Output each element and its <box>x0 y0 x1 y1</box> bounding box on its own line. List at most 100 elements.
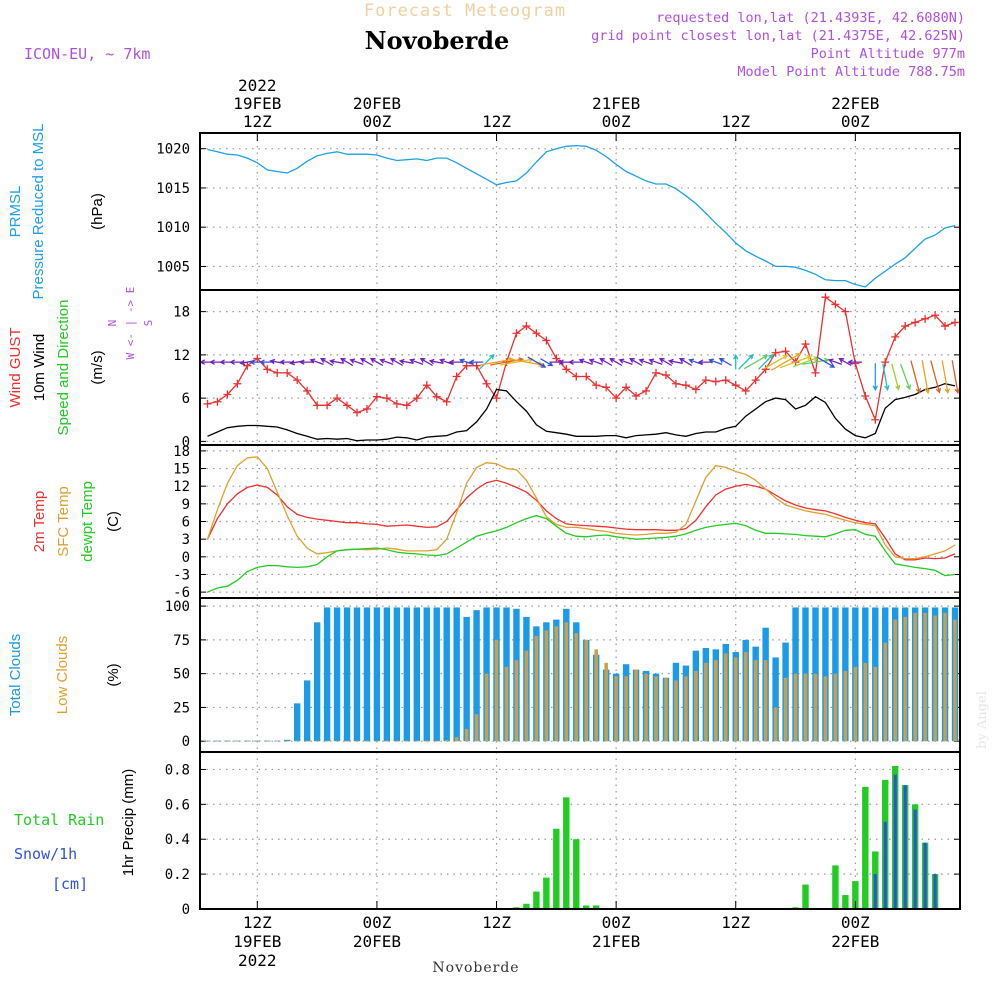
y-tick-label: 100 <box>165 599 190 615</box>
wind-arrow <box>359 358 374 367</box>
gust-marker <box>891 332 900 341</box>
gust-marker <box>273 368 282 377</box>
wind-arrow <box>448 359 464 365</box>
wind-arrow <box>951 360 960 395</box>
watermark: by Angel <box>975 691 990 749</box>
low-cloud-bar <box>614 676 618 742</box>
gust-marker <box>831 300 840 309</box>
y-tick-label: 1020 <box>156 142 190 158</box>
gust-marker <box>343 401 352 410</box>
chart-supertitle: Forecast Meteogram <box>364 1 566 21</box>
wind-arrow <box>439 358 454 366</box>
gust-marker <box>253 354 262 363</box>
wind-arrow <box>500 357 535 366</box>
gust-marker <box>432 392 441 401</box>
wind-arrow <box>419 358 433 367</box>
precipitation-panel: 0 0.2 0.4 0.6 0.8 Total Rain Snow/1h [cm] 1hr Pr… <box>14 751 961 918</box>
low-cloud-bar <box>325 740 329 742</box>
low-cloud-bar <box>933 615 937 742</box>
y-tick-label: 0 <box>182 902 190 918</box>
wind-arrow <box>578 358 593 366</box>
wind-arrow <box>718 358 732 367</box>
rain-bar <box>533 891 540 909</box>
snow-bar <box>923 842 927 909</box>
total-cloud-bar <box>303 680 311 742</box>
rain-bar <box>523 903 530 909</box>
total-cloud-bar <box>463 616 470 742</box>
total-cloud-bar <box>284 739 291 742</box>
gust-marker <box>661 371 670 380</box>
low-cloud-bar <box>434 740 439 742</box>
y-tick-label: 6 <box>182 391 190 407</box>
gust-marker <box>243 361 252 370</box>
gust-marker <box>711 377 720 386</box>
wind-arrow <box>398 358 414 365</box>
wind-arrow <box>758 354 774 370</box>
wind-arrow <box>468 359 484 365</box>
time-label-top: 19FEB <box>233 94 281 113</box>
rain-bar <box>592 905 600 909</box>
low-cloud-bar <box>255 740 260 742</box>
wind-arrow <box>838 358 852 367</box>
gust-marker <box>283 368 292 377</box>
low-cloud-bar <box>733 657 738 742</box>
wind-arrow <box>369 358 384 367</box>
gust-marker <box>861 391 870 400</box>
y-tick-label: 0 <box>182 734 190 750</box>
rain-bar <box>553 828 560 909</box>
gust-marker <box>701 376 710 385</box>
chart-title: Novoberde <box>365 26 510 55</box>
series-line <box>207 514 956 593</box>
wind-arrow <box>599 358 613 367</box>
total-cloud-bar <box>353 607 361 742</box>
precip-legend-label: Snow/1h <box>14 845 77 863</box>
time-label-bottom: 2022 <box>238 951 277 970</box>
compass-label: N <box>106 320 119 327</box>
y-axis-label: Low Clouds <box>54 636 71 714</box>
gust-marker <box>811 368 820 377</box>
panel-frame <box>199 444 961 599</box>
low-cloud-bar <box>694 670 698 742</box>
series-line <box>206 479 956 561</box>
gust-marker <box>552 354 561 363</box>
total-cloud-bar <box>413 607 420 742</box>
y-tick-label: 0.2 <box>165 867 190 883</box>
y-axis-unit: 1hr Precip (mm) <box>120 769 137 877</box>
y-tick-label: 0 <box>182 550 190 566</box>
y-tick-label: 12 <box>173 479 190 495</box>
gust-marker <box>542 336 551 345</box>
wind-arrow <box>389 358 404 367</box>
precip-legend-label: Total Rain <box>14 811 104 829</box>
y-axis-unit: (m/s) <box>89 350 106 384</box>
time-label-bottom: 12Z <box>482 913 511 932</box>
low-cloud-bar <box>664 677 668 742</box>
precip-legend-label: [cm] <box>52 875 88 893</box>
wind-arrow <box>872 363 878 392</box>
gust-marker <box>352 408 361 417</box>
low-cloud-bar <box>275 740 280 742</box>
time-label-bottom: 22FEB <box>831 932 879 951</box>
low-cloud-bar <box>813 673 818 742</box>
y-tick-label: 0.4 <box>165 832 190 848</box>
gust-marker <box>642 386 651 395</box>
time-label-top: 12Z <box>482 112 511 131</box>
time-label-bottom: 20FEB <box>353 932 401 951</box>
total-cloud-bar <box>343 607 351 742</box>
wind-arrow <box>299 359 314 365</box>
time-label-top: 12Z <box>243 112 272 131</box>
wind-arrow <box>847 359 863 365</box>
y-tick-label: 12 <box>173 348 190 364</box>
low-cloud-bar <box>444 739 449 742</box>
total-cloud-bar <box>423 607 430 742</box>
time-label-bottom: 00Z <box>602 913 631 932</box>
requested-coords: requested lon,lat (21.4393E, 42.6080N) <box>656 10 965 26</box>
gust-marker <box>841 307 850 316</box>
wind-arrow <box>891 363 901 391</box>
wind-arrow <box>921 360 931 395</box>
y-tick-label: 50 <box>173 667 190 683</box>
low-cloud-bar <box>484 673 489 742</box>
gust-marker <box>233 379 242 388</box>
y-axis-label: Speed and Direction <box>55 300 72 436</box>
wind-arrow <box>638 358 653 366</box>
